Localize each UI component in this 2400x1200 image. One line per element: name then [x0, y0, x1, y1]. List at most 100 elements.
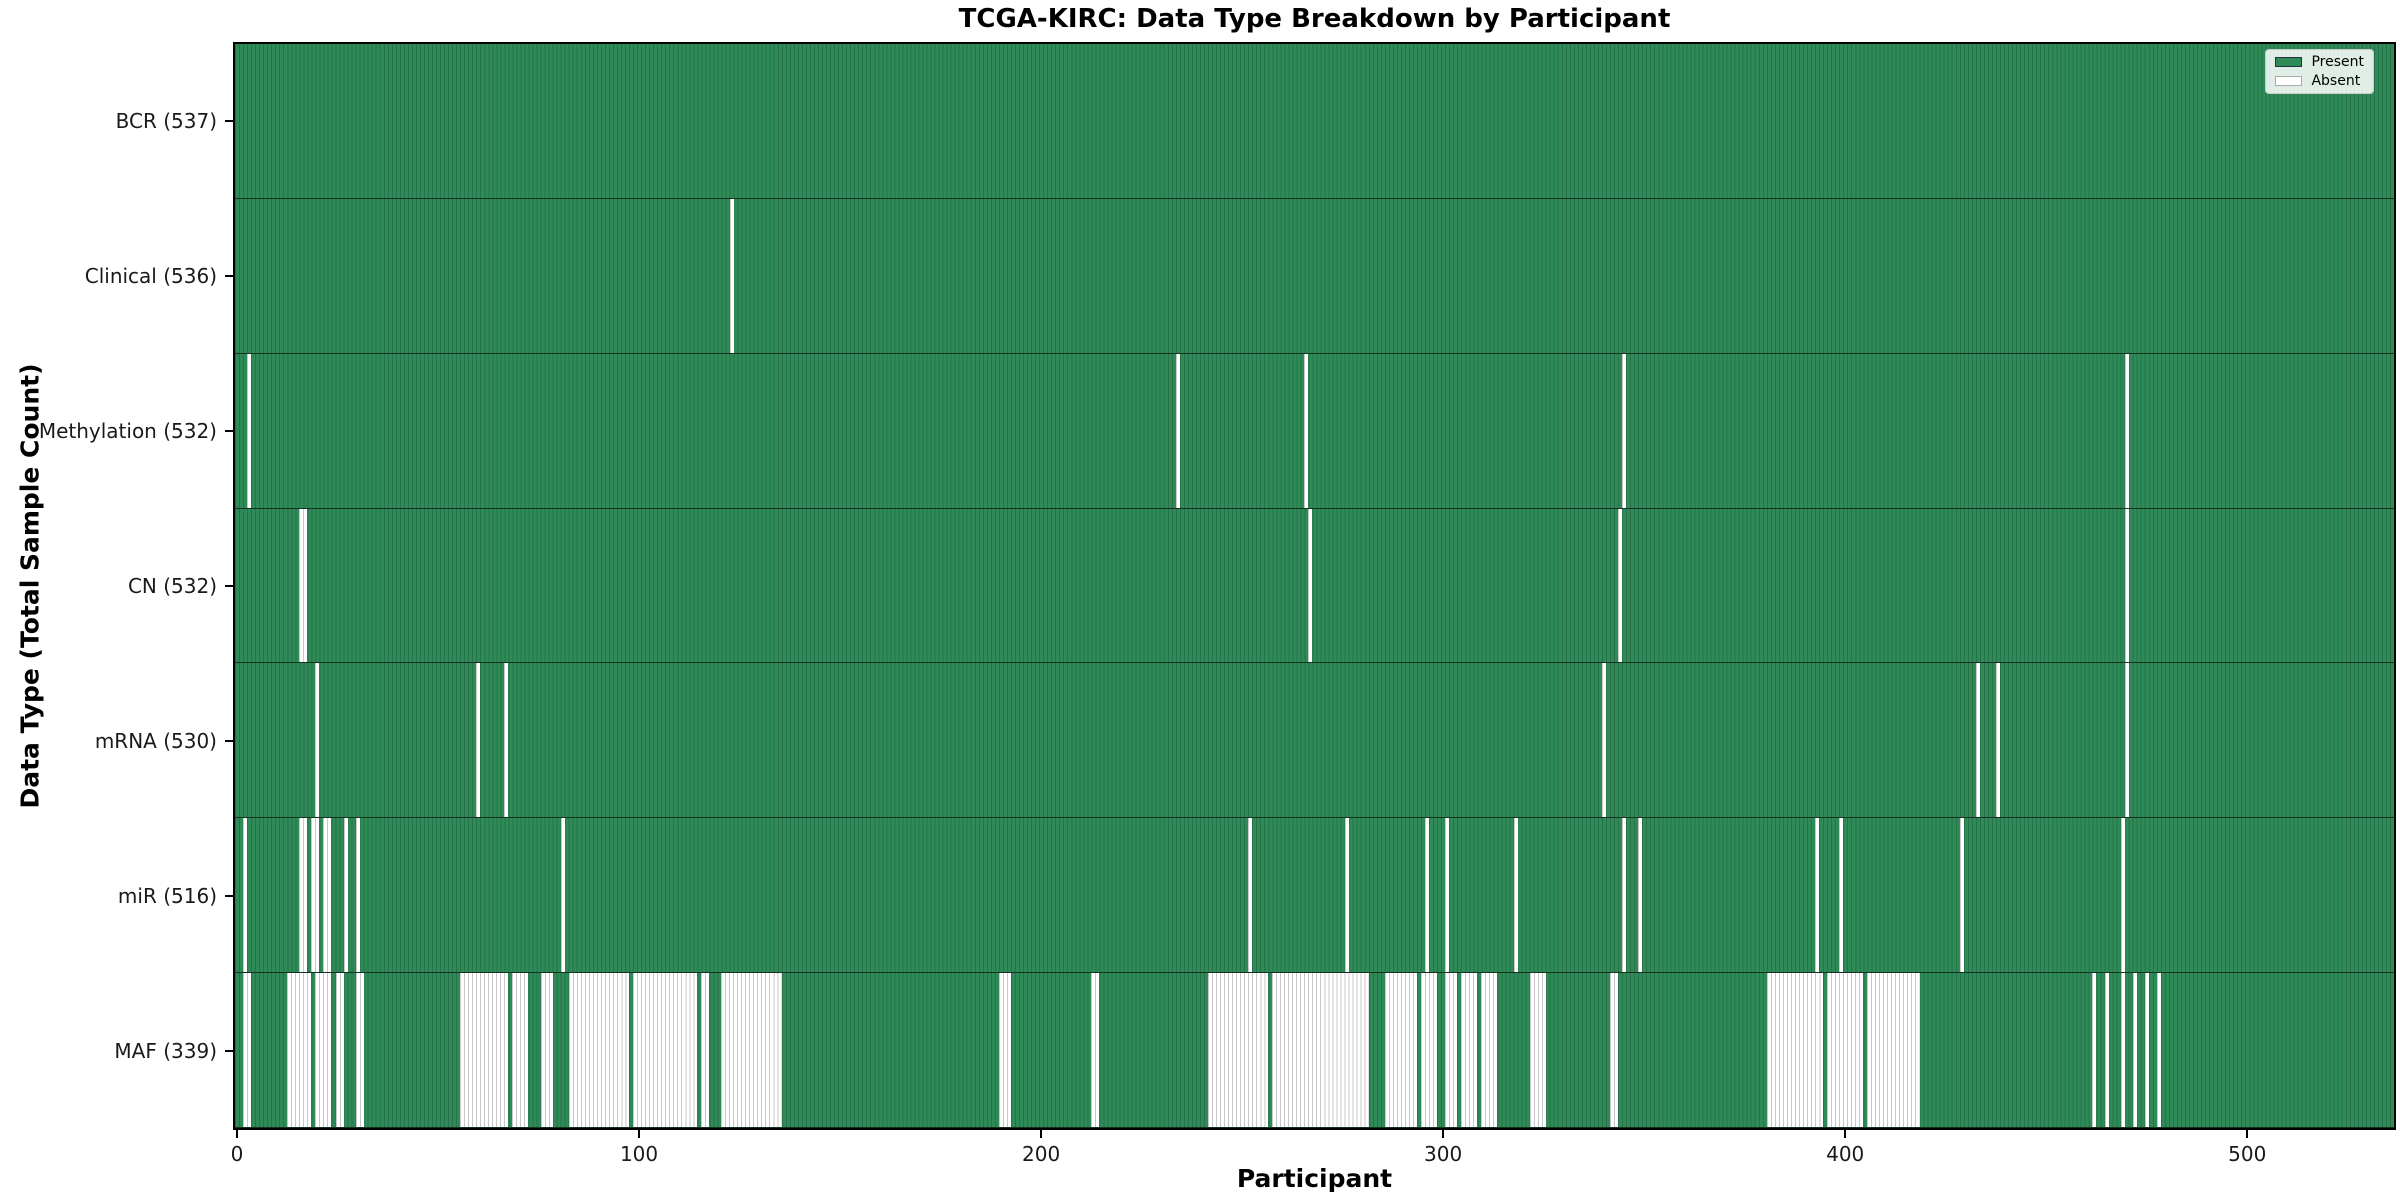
absent-block — [1529, 973, 1546, 1128]
absent-block — [1421, 973, 1438, 1128]
absent-block — [1601, 663, 1606, 818]
absent-block — [998, 973, 1011, 1128]
x-tick-label: 0 — [230, 1142, 244, 1166]
absent-block — [243, 973, 252, 1128]
absent-block — [721, 973, 782, 1128]
x-tick-mark — [1442, 1130, 1445, 1138]
absent-block — [1308, 508, 1313, 663]
plot-area: Present Absent — [233, 42, 2396, 1130]
absent-block — [568, 973, 629, 1128]
present-swatch — [2275, 57, 2303, 67]
y-axis-title: Data Type (Total Sample Count) — [15, 363, 45, 809]
absent-block — [355, 818, 360, 973]
y-tick-label-mir: miR (516) — [117, 883, 217, 908]
absent-block — [729, 198, 734, 353]
absent-block — [1610, 973, 1619, 1128]
absent-block — [504, 663, 509, 818]
absent-block — [1995, 663, 2000, 818]
data-row-bcr — [235, 44, 2394, 199]
y-tick-mark — [225, 739, 233, 742]
x-tick-mark — [1040, 1130, 1043, 1138]
absent-block — [1975, 663, 1980, 818]
absent-block — [243, 818, 248, 973]
absent-block — [2120, 973, 2125, 1128]
legend-entry-present: Present — [2275, 55, 2364, 69]
absent-block — [1622, 818, 1627, 973]
absent-block — [315, 663, 320, 818]
x-tick-mark — [2246, 1130, 2249, 1138]
x-tick-label: 300 — [1424, 1142, 1463, 1166]
absent-block — [355, 973, 364, 1128]
data-row-clinical — [235, 198, 2394, 354]
absent-block — [299, 818, 308, 973]
legend: Present Absent — [2265, 49, 2374, 94]
absent-block — [1959, 818, 1964, 973]
absent-block — [1425, 818, 1430, 973]
absent-block — [315, 973, 332, 1128]
x-tick-label: 100 — [619, 1142, 659, 1166]
absent-block — [1091, 973, 1100, 1128]
data-row-methylation — [235, 353, 2394, 509]
absent-block — [2124, 663, 2129, 818]
absent-block — [2124, 353, 2129, 508]
absent-block — [1481, 973, 1498, 1128]
absent-block — [1248, 818, 1253, 973]
absent-block — [311, 818, 320, 973]
data-row-mir — [235, 818, 2394, 974]
absent-block — [1461, 973, 1478, 1128]
x-tick-label: 500 — [2228, 1142, 2267, 1166]
y-tick-label-clinical: Clinical (536) — [84, 264, 217, 289]
y-tick-mark — [225, 1049, 233, 1052]
absent-block — [540, 973, 553, 1128]
absent-block — [1175, 353, 1180, 508]
absent-swatch — [2275, 76, 2303, 86]
legend-label-absent: Absent — [2311, 73, 2361, 89]
absent-block — [560, 818, 565, 973]
absent-block — [1867, 973, 1920, 1128]
absent-block — [2124, 508, 2129, 663]
absent-block — [512, 973, 529, 1128]
x-axis-title: Participant — [1236, 1164, 1393, 1193]
absent-block — [1207, 973, 1269, 1128]
legend-label-present: Present — [2311, 54, 2364, 70]
x-tick-label: 200 — [1022, 1142, 1061, 1166]
absent-block — [476, 663, 481, 818]
absent-block — [2144, 973, 2149, 1128]
absent-block — [1827, 973, 1864, 1128]
y-tick-mark — [225, 275, 233, 278]
absent-block — [287, 973, 312, 1128]
y-tick-mark — [225, 585, 233, 587]
absent-block — [633, 973, 698, 1128]
x-tick-mark — [638, 1130, 641, 1138]
y-tick-label-maf: MAF (339) — [114, 1038, 217, 1063]
absent-block — [1344, 818, 1349, 973]
absent-block — [1445, 818, 1450, 973]
absent-block — [1638, 818, 1643, 973]
absent-block — [299, 508, 308, 663]
x-tick-mark — [236, 1130, 238, 1138]
absent-block — [1622, 353, 1627, 508]
absent-block — [701, 973, 710, 1128]
absent-block — [2156, 973, 2161, 1128]
absent-block — [2092, 973, 2097, 1128]
data-row-maf — [235, 973, 2394, 1129]
absent-block — [343, 818, 348, 973]
absent-block — [1304, 353, 1309, 508]
absent-block — [1272, 973, 1369, 1128]
absent-block — [2104, 973, 2109, 1128]
absent-block — [460, 973, 509, 1128]
data-row-cn — [235, 508, 2394, 664]
y-tick-mark — [225, 430, 233, 433]
y-tick-mark — [225, 894, 233, 897]
absent-block — [335, 973, 344, 1128]
absent-block — [1766, 973, 1824, 1128]
absent-block — [2120, 818, 2125, 973]
absent-block — [247, 353, 252, 508]
absent-block — [1513, 818, 1518, 973]
y-tick-label-bcr: BCR (537) — [115, 109, 217, 134]
data-row-mrna — [235, 663, 2394, 819]
absent-block — [1445, 973, 1458, 1128]
absent-block — [2132, 973, 2137, 1128]
x-tick-mark — [1844, 1130, 1847, 1138]
